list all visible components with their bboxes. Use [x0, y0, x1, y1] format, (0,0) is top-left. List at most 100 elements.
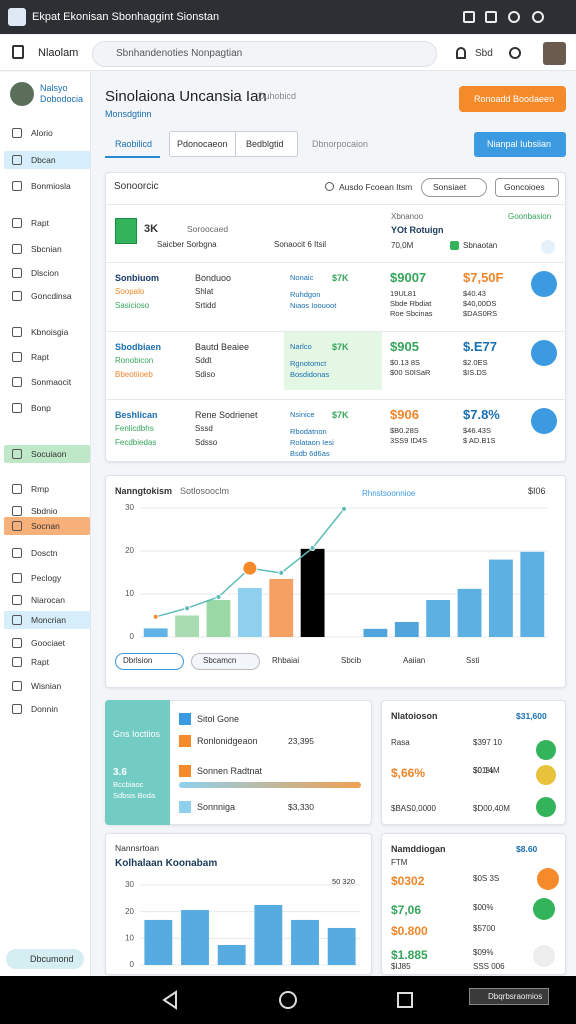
sidebar-item[interactable]: Bonp	[31, 403, 51, 413]
sidebar-item[interactable]: Alorio	[31, 128, 53, 138]
sidebar-item[interactable]: Socuiaon	[31, 449, 67, 459]
sidebar-icon	[12, 327, 22, 337]
stats-card	[381, 700, 566, 825]
y-tick-label: 0	[130, 960, 135, 969]
bar	[426, 600, 451, 637]
row-value: $906	[390, 407, 419, 422]
sidebar-item[interactable]: Dbcan	[31, 155, 56, 165]
sidebar-item[interactable]: Moncrian	[31, 615, 66, 625]
row-action[interactable]	[531, 408, 557, 434]
primary-button-label[interactable]: Ronoadd Boodaeen	[474, 94, 555, 104]
secondary-button-label[interactable]: Nianpal Iubsiian	[487, 139, 552, 149]
sidebar-item[interactable]: Rapt	[31, 352, 49, 362]
sidebar-item[interactable]: Rapt	[31, 218, 49, 228]
sidebar-icon	[12, 377, 22, 387]
bar	[363, 628, 388, 637]
row-tag: Nonaic	[290, 273, 314, 282]
line-point	[184, 605, 191, 612]
row-name: Sasicioso	[115, 301, 150, 310]
legend-item[interactable]: Ssti	[466, 656, 480, 665]
sidebar-item[interactable]: Goncdinsa	[31, 291, 72, 301]
sidebar-icon	[12, 291, 22, 301]
bar	[269, 578, 294, 637]
sidebar-item[interactable]: Rapt	[31, 657, 49, 667]
row-value: $0.13 8S	[390, 358, 421, 367]
stats-icon[interactable]	[536, 797, 556, 817]
secondary-button[interactable]	[474, 132, 566, 157]
nav-chip-label[interactable]: Dbqrbsraomios	[488, 992, 543, 1001]
chart-annotation: Rhnstsoonnioe	[362, 489, 416, 498]
row-tag: Rolataon Iesi	[290, 438, 334, 447]
table-search[interactable]: Ausdo Fcoean Itsm	[339, 182, 413, 192]
primary-button[interactable]	[459, 86, 566, 112]
filter-button[interactable]	[421, 178, 487, 197]
stats-cell: $1.885	[391, 948, 428, 962]
stats-icon[interactable]	[533, 945, 555, 967]
sidebar-footer-label[interactable]: Dbcumond	[30, 954, 74, 964]
legend-item[interactable]: Sbcib	[341, 656, 362, 665]
sidebar-item[interactable]: Sbcnian	[31, 244, 62, 254]
bar	[300, 548, 325, 637]
summary-col-title: Xbnanoo	[391, 212, 424, 221]
legend-pill[interactable]	[115, 653, 184, 670]
y-tick-label: 10	[125, 933, 134, 942]
tab[interactable]: Bedblgtid	[246, 139, 284, 149]
sidebar-item[interactable]: Goociaet	[31, 638, 66, 648]
sidebar-item[interactable]: Sbdnio	[31, 506, 58, 516]
sidebar-item[interactable]: Peclogy	[31, 573, 62, 583]
sidebar-item[interactable]: Bonmiosla	[31, 181, 71, 191]
tab[interactable]: Raobilicd	[115, 139, 153, 149]
tab-underline	[105, 156, 160, 158]
sidebar-icon	[12, 595, 22, 605]
search-placeholder[interactable]: Sbnhandenoties Nonpagtian	[116, 48, 243, 59]
stats-icon[interactable]	[536, 765, 556, 785]
sidebar-item[interactable]: Dosctn	[31, 548, 58, 558]
sidebar-icon	[12, 638, 22, 648]
stats-cell: FTM	[391, 858, 408, 867]
row-divider	[105, 262, 566, 263]
tab[interactable]: Dbnorpocaion	[312, 139, 369, 149]
summary-card-line: Bccbiaoc	[113, 780, 144, 789]
progress-bar	[179, 782, 361, 788]
sidebar-item[interactable]: Niarocan	[31, 595, 66, 605]
back-button[interactable]	[162, 990, 177, 1010]
stats-cell: $01%	[473, 766, 494, 775]
sidebar-footer[interactable]	[6, 949, 84, 969]
legend-item[interactable]: Aaiian	[403, 656, 426, 665]
sidebar-item[interactable]: Socnan	[31, 521, 60, 531]
stats-icon[interactable]	[533, 898, 555, 920]
row-action[interactable]	[531, 271, 557, 297]
sort-label[interactable]: Goncoioes	[504, 182, 545, 192]
bar	[181, 910, 209, 965]
legend-item[interactable]: Rhbaiai	[272, 656, 300, 665]
tab[interactable]: Pdonocaeon	[177, 139, 228, 149]
stats-cell: $,66%	[391, 766, 426, 780]
stats-icon[interactable]	[537, 868, 559, 890]
search-box[interactable]	[92, 41, 437, 67]
sort-button[interactable]	[495, 178, 559, 197]
row-value: $.E77	[463, 339, 497, 354]
sidebar-item[interactable]: Kbnoisgia	[31, 327, 69, 337]
nav-chip[interactable]	[469, 988, 549, 1005]
bar	[175, 615, 200, 637]
row-action[interactable]	[531, 340, 557, 366]
table-title: Sonoorcic	[114, 181, 159, 192]
stats-value: $8.60	[516, 844, 538, 854]
recents-button[interactable]	[397, 992, 413, 1008]
sidebar-item[interactable]: Rmp	[31, 484, 49, 494]
home-button[interactable]	[279, 991, 297, 1009]
stats-icon[interactable]	[536, 740, 556, 760]
sidebar-item[interactable]: Sonmaocit	[31, 377, 72, 387]
legend-pill[interactable]	[191, 653, 260, 670]
sidebar-item[interactable]: Dlscion	[31, 268, 59, 278]
status-icon	[508, 11, 520, 23]
sidebar-item[interactable]: Donnin	[31, 704, 58, 714]
legend-item[interactable]: Sbcamcn	[203, 656, 237, 665]
filter-label[interactable]: Sonsiaet	[433, 182, 467, 192]
sidebar-item[interactable]: Wisnian	[31, 681, 62, 691]
bar	[327, 927, 356, 965]
menu-icon[interactable]	[12, 45, 24, 59]
row-divider	[105, 399, 566, 400]
legend-item[interactable]: Dbrlsion	[123, 656, 153, 665]
item-swatch	[179, 735, 191, 747]
